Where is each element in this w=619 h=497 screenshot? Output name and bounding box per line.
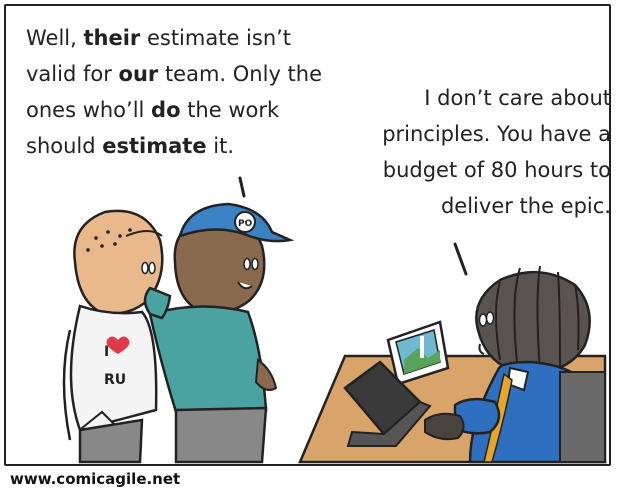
speech-left-bold: estimate [102,134,207,158]
speech-left-seg: estimate isn’t valid for [26,26,292,86]
developer-character-bald: I RU [62,209,164,464]
speech-left-seg: it. [206,134,234,158]
speech-left-bold: do [151,98,181,122]
cap-logo-text: PO [238,219,253,229]
speech-left-seg: the work should [26,98,280,158]
speech-left-seg: Well, [26,26,84,50]
speech-left: Well, their estimate isn’t valid for our… [26,20,346,164]
manager-character [424,265,607,464]
laptop [343,360,432,447]
po-character: PO [143,202,295,464]
speech-right: I don’t care about principles. You have … [382,86,611,218]
cap-logo [234,211,256,233]
footer-url[interactable]: www.comicagile.net [10,470,181,488]
shirt-text-ru: RU [104,372,126,388]
speech-left-bold: our [118,62,159,86]
speech-left-seg: team. Only the ones who’ll [26,62,323,122]
heart-icon [106,336,130,354]
speech-tail-left [238,176,246,198]
speech-left-bold: their [83,26,141,50]
shirt-text-i: I [104,344,109,360]
speech-tail-right [453,242,468,276]
picture-frame [386,320,450,386]
